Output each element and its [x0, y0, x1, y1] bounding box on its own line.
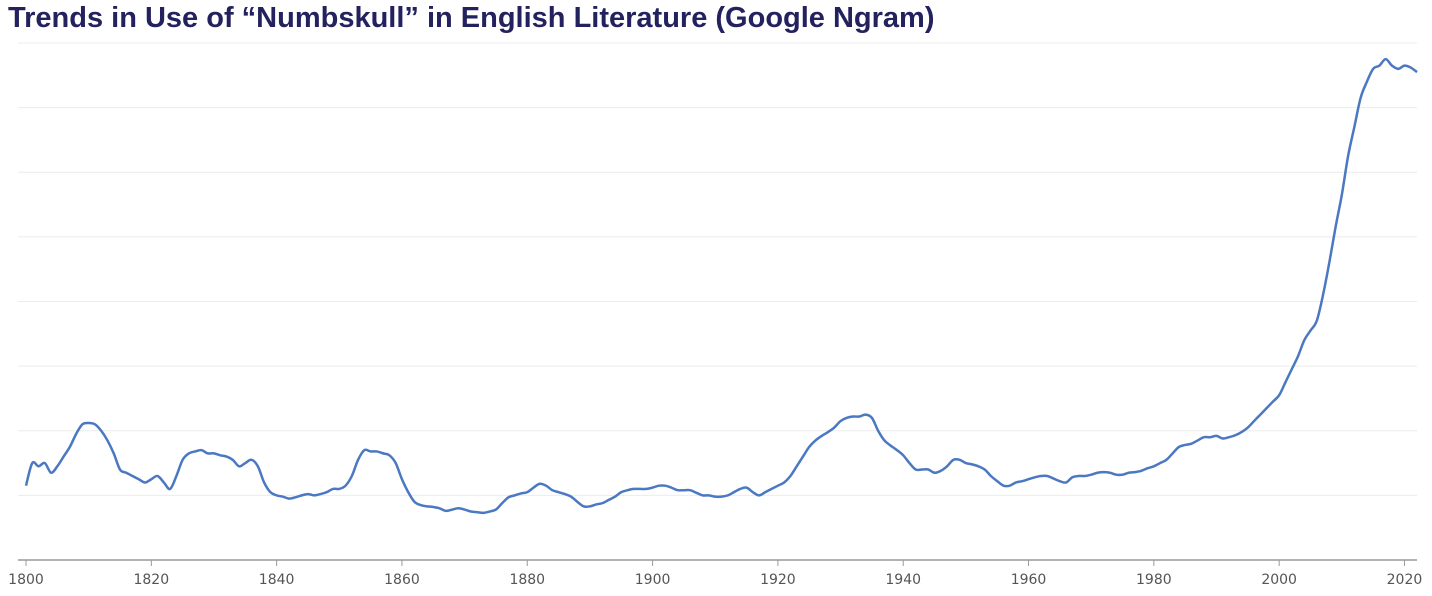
gridlines — [18, 42, 1417, 496]
chart-title: Trends in Use of “Numbskull” in English … — [8, 2, 935, 34]
x-tick-label: 2020 — [1387, 572, 1423, 588]
x-tick-label: 1940 — [885, 572, 921, 588]
x-tick-label: 1800 — [8, 572, 44, 588]
x-tick-label: 1960 — [1011, 572, 1047, 588]
x-tick-label: 1820 — [133, 572, 169, 588]
x-tick-label: 1980 — [1136, 572, 1172, 588]
x-tick-label: 1860 — [384, 572, 420, 588]
x-tick-label: 2000 — [1261, 572, 1297, 588]
x-tick-label: 1840 — [259, 572, 295, 588]
x-tick-label: 1920 — [760, 572, 796, 588]
series-group — [24, 57, 1418, 515]
x-axis-ticks: 1800 1820 1840 1860 1880 1900 1920 1940 1960 1980… — [8, 560, 1422, 588]
x-tick-label: 1880 — [509, 572, 545, 588]
x-tick-label: 1900 — [635, 572, 671, 588]
series-line — [24, 57, 1418, 515]
